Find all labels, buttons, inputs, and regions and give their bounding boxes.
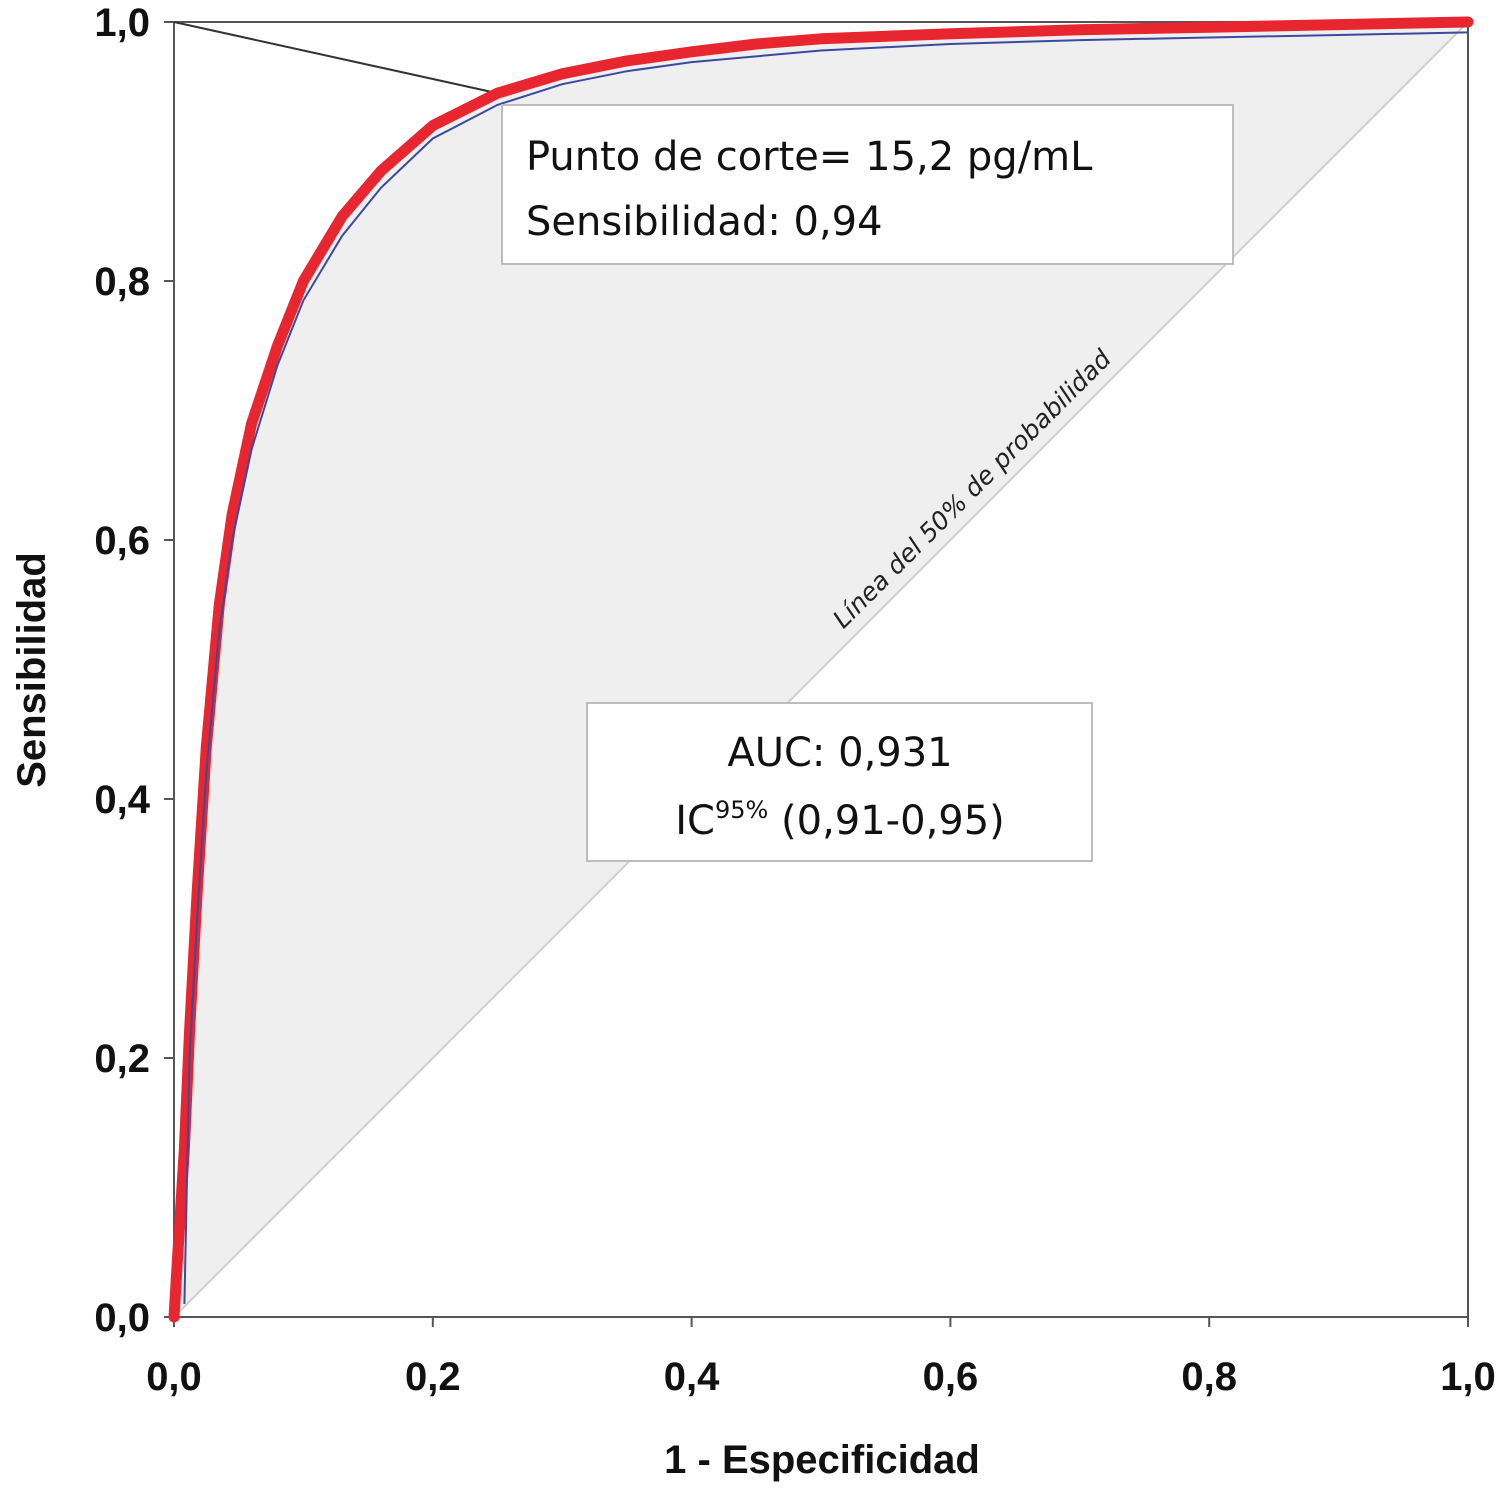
x-tick-label: 0,4 [664, 1355, 720, 1399]
x-tick-label: 0,2 [405, 1355, 461, 1399]
y-axis-ticks: 0,0 0,2 0,4 0,6 0,8 1,0 [94, 1, 174, 1340]
cutoff-annotation-box: Punto de corte= 15,2 pg/mL Sensibilidad:… [501, 104, 1234, 265]
y-axis-title: Sensibilidad [10, 552, 54, 788]
x-tick-label: 0,0 [146, 1355, 202, 1399]
cutoff-pointer-line [173, 21, 498, 95]
x-axis-ticks: 0,0 0,2 0,4 0,6 0,8 1,0 [146, 1317, 1496, 1399]
cutoff-value-text: Punto de corte= 15,2 pg/mL [526, 134, 1093, 180]
y-tick-label: 0,2 [94, 1037, 150, 1081]
roc-curve-red [168, 16, 1474, 1323]
x-tick-label: 0,6 [923, 1355, 979, 1399]
x-axis-title: 1 - Especificidad [664, 1438, 980, 1482]
y-tick-label: 1,0 [94, 1, 150, 45]
sensitivity-value-text: Sensibilidad: 0,94 [526, 199, 883, 245]
auc-annotation-box: AUC: 0,931 IC95% (0,91-0,95) [586, 702, 1093, 862]
y-tick-label: 0,6 [94, 519, 150, 563]
y-tick-label: 0,8 [94, 260, 150, 304]
plot-frame [173, 21, 1469, 1318]
roc-curve-blue [183, 31, 1469, 1305]
auc-box-frame [586, 702, 1093, 862]
auc-value-text: AUC: 0,931 [727, 730, 952, 776]
x-tick-label: 0,8 [1181, 1355, 1237, 1399]
y-tick-label: 0,0 [94, 1296, 150, 1340]
ci-prefix: IC [675, 798, 715, 844]
ci-range: (0,91-0,95) [768, 798, 1004, 844]
x-tick-label: 1,0 [1440, 1355, 1496, 1399]
ci-superscript: 95% [715, 796, 768, 824]
y-tick-label: 0,4 [94, 778, 150, 822]
cutoff-box-frame [501, 104, 1234, 265]
ci-value-text: IC95% (0,91-0,95) [675, 796, 1005, 844]
reference-diagonal-line [173, 21, 1469, 1318]
